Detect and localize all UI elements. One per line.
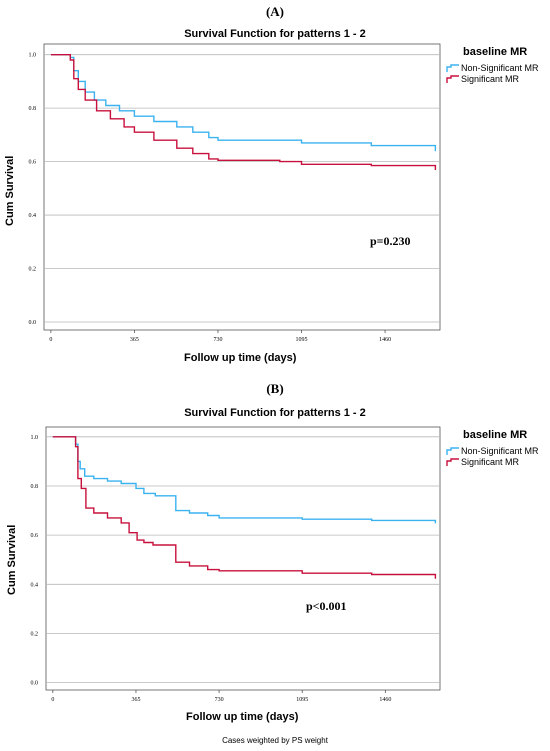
chart-panel-a: (A) Survival Function for patterns 1 - 2… [0,0,550,375]
legend-title: baseline MR [463,429,528,441]
chart-title: Survival Function for patterns 1 - 2 [184,28,366,40]
x-tick-label: 730 [213,337,222,343]
legend-swatch [446,457,459,466]
legend-label: Significant MR [461,456,520,467]
x-tick-label: 0 [51,697,54,703]
series-line-significant [50,54,437,170]
y-tick-label: 0.8 [29,106,37,112]
chart-title: Survival Function for patterns 1 - 2 [184,407,366,419]
legend-item-non-significant: Non-Significant MR [446,62,539,73]
legend-swatch [446,63,459,72]
y-tick-label: 0.2 [31,631,39,637]
x-tick-label: 1095 [296,697,308,703]
y-tick-label: 0.6 [31,533,39,539]
legend-label: Non-Significant MR [461,62,539,73]
legend-item-significant: Significant MR [446,456,539,467]
legend: baseline MR Non-Significant MR Significa… [446,429,539,467]
chart-panel-b: (B) Survival Function for patterns 1 - 2… [0,375,550,751]
x-tick-label: 0 [49,337,52,343]
x-tick-label: 1095 [296,337,308,343]
y-tick-label: 0.2 [29,267,37,273]
survival-plot: 0.0 0.2 0.4 0.6 0.8 1.0 0 365 730 1095 1460 [29,43,441,343]
legend-swatch [446,74,459,83]
x-tick-label: 1460 [379,697,391,703]
y-tick-label: 0.4 [31,582,39,588]
legend-item-non-significant: Non-Significant MR [446,445,539,456]
plot-frame [45,426,441,691]
x-tick-label: 365 [130,337,139,343]
series-line-non-significant [50,54,437,152]
legend-label: Significant MR [461,73,520,84]
p-value-annotation: p<0.001 [306,599,347,613]
y-tick-label: 0.0 [29,320,37,326]
footnote: Cases weighted by PS weight [222,736,328,745]
y-tick-label: 0.0 [31,681,39,687]
legend-swatch [446,446,459,455]
y-tick-label: 1.0 [29,53,37,59]
x-tick-label: 1460 [379,337,391,343]
panel-label: (A) [265,4,285,19]
legend-title: baseline MR [463,46,528,58]
x-axis-label: Follow up time (days) [186,711,299,723]
y-tick-label: 0.8 [31,484,39,490]
legend: baseline MR Non-Significant MR Significa… [446,46,539,84]
y-tick-label: 0.6 [29,160,37,166]
y-tick-label: 0.4 [29,213,37,219]
x-tick-label: 730 [215,697,224,703]
x-axis-label: Follow up time (days) [184,352,297,364]
y-tick-label: 1.0 [31,435,39,441]
plot-frame [43,43,441,331]
series-line-significant [52,436,437,579]
panel-label: (B) [266,381,284,396]
legend-label: Non-Significant MR [461,445,539,456]
p-value-annotation: p=0.230 [370,234,411,248]
survival-plot: 0.0 0.2 0.4 0.6 0.8 1.0 0 365 730 1095 1460 [31,426,441,703]
series-line-non-significant [52,436,437,524]
legend-item-significant: Significant MR [446,73,539,84]
x-tick-label: 365 [131,697,140,703]
